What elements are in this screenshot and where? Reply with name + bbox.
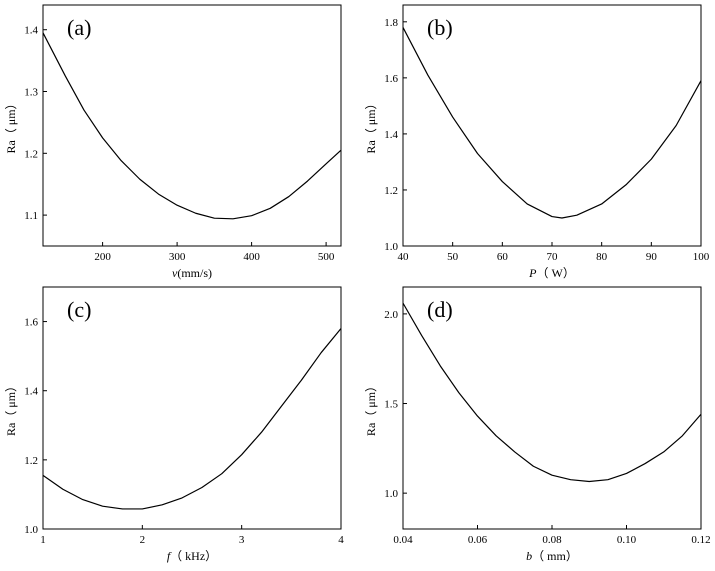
y-tick-label: 1.2 [24,455,38,467]
x-axis-symbol: v [172,266,178,280]
panel-tag: (d) [427,297,453,322]
panel-tag: (a) [67,15,91,40]
x-tick-label: 300 [169,251,186,263]
y-tick-label: 1.6 [384,73,398,85]
y-tick-label: 1.2 [24,148,38,160]
x-tick-label: 70 [547,251,559,263]
y-tick-label: 1.5 [384,399,398,411]
y-tick-label: 1.0 [384,241,398,253]
x-tick-label: 4 [338,534,344,546]
x-axis-symbol: P [528,266,537,280]
x-axis-label: f（ kHz） [167,549,217,563]
x-axis-unit: （ W） [537,266,575,280]
plot-frame [42,4,342,247]
y-tick-label: 1.0 [384,488,398,500]
x-tick-label: 0.04 [393,534,413,546]
x-tick-label: 60 [497,251,509,263]
y-tick-label: 1.3 [24,87,38,99]
y-axis-label: Ra（ μm） [364,97,378,153]
plot-frame [42,286,342,530]
y-tick-label: 1.4 [24,25,38,37]
panel-3: 1 2 3 4 1.0 1.2 1.4 1.6 (c) f（ kHz） Ra（ μm） [4,286,344,563]
y-tick-label: 1.4 [384,129,398,141]
x-axis-symbol: f [167,549,172,563]
plot-frame [402,4,702,247]
y-tick-label: 1.6 [24,317,38,329]
panel-1: 200 300 400 500 1.1 1.2 1.3 1.4 (a) v(mm/s) Ra（ μm… [4,4,342,280]
x-tick-label: 40 [398,251,410,263]
x-tick-label: 0.06 [468,534,488,546]
y-tick-label: 1.8 [384,17,398,29]
x-axis-label: b（ mm） [526,549,578,563]
x-tick-label: 0.12 [691,534,710,546]
y-axis-label: Ra（ μm） [4,97,18,153]
x-axis-label: v(mm/s) [172,266,212,280]
y-tick-label: 2.0 [384,309,398,321]
x-tick-label: 50 [447,251,459,263]
x-tick-label: 0.10 [617,534,637,546]
x-axis-label: P（ W） [528,266,575,280]
series-line-1 [402,302,702,483]
y-axis-label: Ra（ μm） [4,380,18,436]
panel-tag: (c) [67,297,91,322]
x-tick-label: 90 [646,251,658,263]
x-tick-label: 100 [693,251,710,263]
x-tick-label: 80 [596,251,608,263]
plot-frame [402,286,702,530]
x-tick-label: 400 [243,251,260,263]
x-tick-label: 3 [239,534,245,546]
y-tick-label: 1.0 [24,524,38,536]
y-axis-label: Ra（ μm） [364,380,378,436]
y-tick-label: 1.2 [384,185,398,197]
x-tick-label: 200 [94,251,111,263]
series-line-1 [402,27,702,219]
x-axis-unit: (mm/s) [177,266,212,280]
x-axis-unit: （ kHz） [170,549,217,563]
x-axis-symbol: b [526,549,532,563]
panel-2: 40 50 60 70 80 90 100 1.0 1.2 1.4 1.6 1.8 (b) P（ W） Ra… [364,4,710,280]
x-axis-unit: （ mm） [532,549,578,563]
x-tick-label: 2 [140,534,146,546]
y-tick-label: 1.4 [24,386,38,398]
y-tick-label: 1.1 [24,210,38,222]
x-tick-label: 0.08 [542,534,562,546]
x-tick-label: 500 [318,251,335,263]
series-line-1 [42,32,342,220]
panel-tag: (b) [427,15,453,40]
panel-4: 0.04 0.06 0.08 0.10 0.12 1.0 1.5 2.0 (d) b（ mm） Ra… [364,286,711,563]
x-tick-label: 1 [40,534,46,546]
series-line-1 [42,328,342,510]
